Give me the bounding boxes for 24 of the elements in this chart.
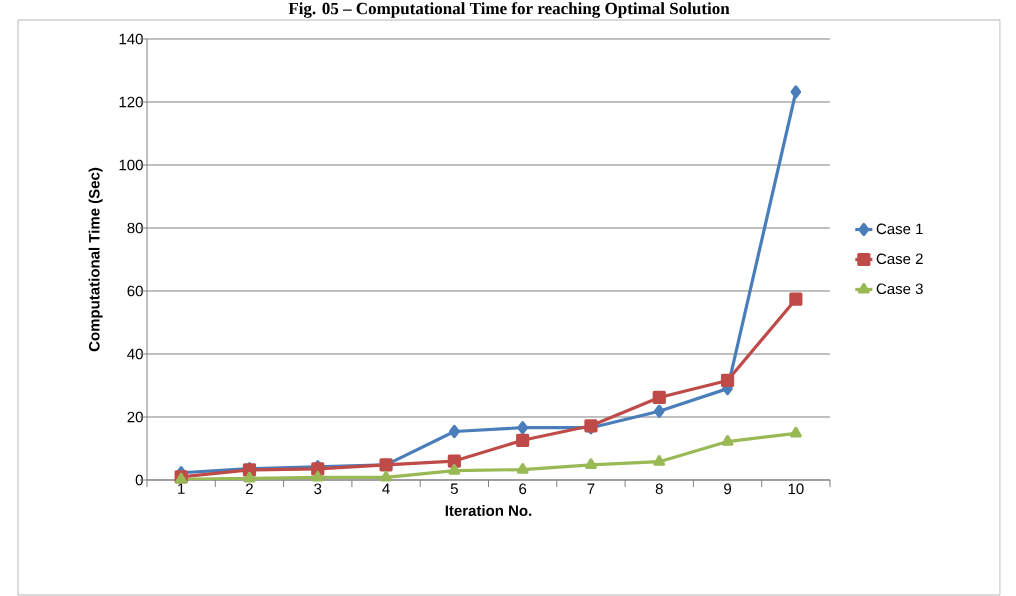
- legend-label: Case 1: [876, 223, 923, 235]
- x-tick-label: 10: [788, 483, 804, 495]
- y-tick-label: 120: [119, 96, 143, 108]
- chart-title: Fig. 05 – Computational Time for reaching Optimal Solution: [288, 2, 730, 18]
- y-axis-title: Computational Time (Sec): [88, 167, 103, 352]
- y-tick-label: 60: [127, 285, 143, 297]
- x-tick-label: 3: [314, 483, 322, 495]
- x-tick-label: 7: [587, 483, 595, 494]
- x-tick-label: 8: [655, 483, 663, 495]
- y-tick-label: 20: [127, 411, 143, 423]
- x-axis-title: Iteration No.: [445, 505, 532, 517]
- legend-label: Case 2: [876, 253, 923, 265]
- x-tick-label: 9: [724, 483, 732, 495]
- x-tick-label: 1: [178, 483, 185, 494]
- x-tick-label: 4: [382, 483, 390, 494]
- legend-label: Case 3: [876, 283, 923, 295]
- y-tick-label: 80: [127, 222, 143, 234]
- y-tick-label: 40: [127, 348, 143, 360]
- x-tick-label: 6: [519, 483, 527, 495]
- x-tick-label: 2: [246, 483, 253, 494]
- y-tick-label: 0: [135, 474, 143, 486]
- y-tick-label: 140: [119, 33, 143, 45]
- x-tick-label: 5: [450, 483, 458, 494]
- y-tick-label: 100: [119, 159, 143, 171]
